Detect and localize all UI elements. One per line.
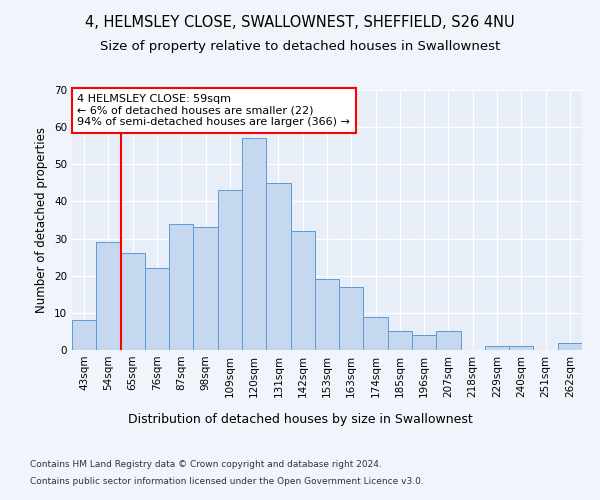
Bar <box>121 254 145 350</box>
Bar <box>558 342 582 350</box>
Text: 4 HELMSLEY CLOSE: 59sqm
← 6% of detached houses are smaller (22)
94% of semi-det: 4 HELMSLEY CLOSE: 59sqm ← 6% of detached… <box>77 94 350 127</box>
Bar <box>436 332 461 350</box>
Bar <box>290 231 315 350</box>
Bar <box>193 228 218 350</box>
Y-axis label: Number of detached properties: Number of detached properties <box>35 127 49 313</box>
Bar <box>72 320 96 350</box>
Text: Size of property relative to detached houses in Swallownest: Size of property relative to detached ho… <box>100 40 500 53</box>
Bar <box>218 190 242 350</box>
Bar <box>485 346 509 350</box>
Text: Contains public sector information licensed under the Open Government Licence v3: Contains public sector information licen… <box>30 478 424 486</box>
Bar <box>412 335 436 350</box>
Bar <box>315 280 339 350</box>
Bar <box>169 224 193 350</box>
Bar <box>242 138 266 350</box>
Bar <box>509 346 533 350</box>
Text: 4, HELMSLEY CLOSE, SWALLOWNEST, SHEFFIELD, S26 4NU: 4, HELMSLEY CLOSE, SWALLOWNEST, SHEFFIEL… <box>85 15 515 30</box>
Text: Distribution of detached houses by size in Swallownest: Distribution of detached houses by size … <box>128 412 472 426</box>
Bar <box>145 268 169 350</box>
Bar <box>266 183 290 350</box>
Bar <box>96 242 121 350</box>
Bar <box>339 287 364 350</box>
Bar <box>364 316 388 350</box>
Bar <box>388 332 412 350</box>
Text: Contains HM Land Registry data © Crown copyright and database right 2024.: Contains HM Land Registry data © Crown c… <box>30 460 382 469</box>
